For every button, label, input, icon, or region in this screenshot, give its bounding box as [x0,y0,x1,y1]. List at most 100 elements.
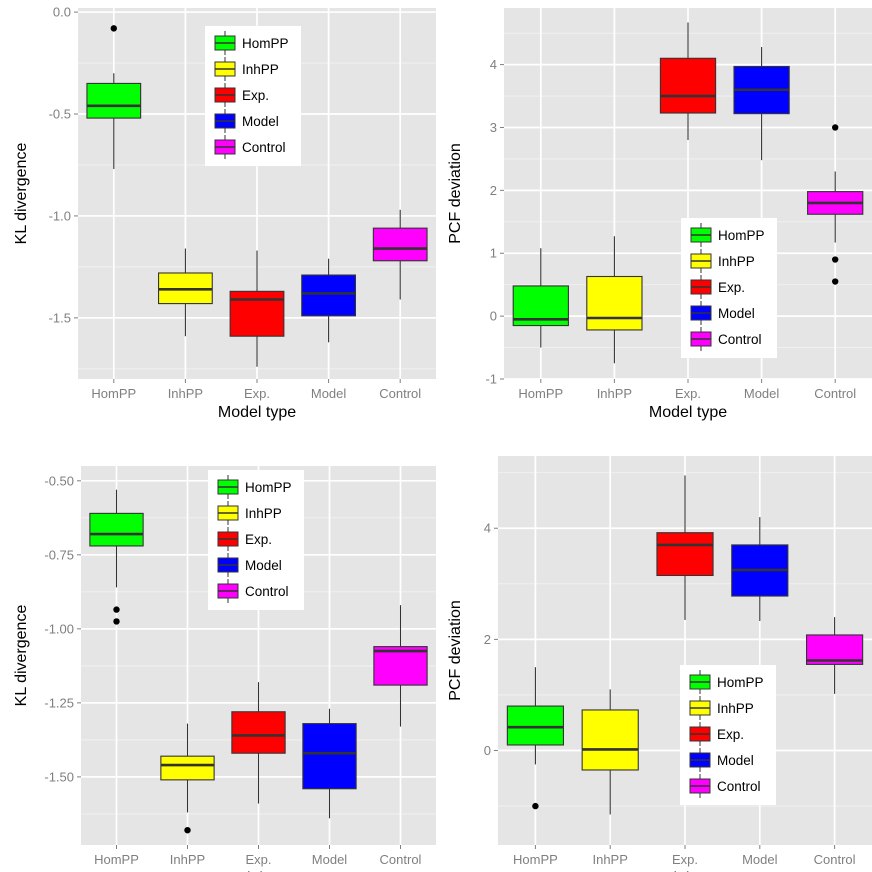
boxplot-model [301,258,357,343]
y-tick-label: -1.50 [44,769,74,784]
box-exp [229,290,285,337]
legend-item-inhpp: InhPP [217,501,282,525]
legend: HomPP InhPP Exp. Model Control [205,26,301,166]
legend-label: HomPP [245,480,292,495]
y-tick-label: 4 [484,521,491,536]
box-control [372,227,428,262]
legend-label: Exp. [242,88,269,103]
outlier-point [832,124,839,131]
x-tick-label-control: Control [814,386,856,401]
boxplot-model [733,46,790,161]
x-tick-label-model: Model [744,386,780,401]
boxplot-inhpp [158,248,213,337]
legend-label: Model [245,558,282,573]
y-tick-label: 4 [490,57,497,72]
x-tick-label-control: Control [380,852,422,867]
x-axis-title: Model type [218,404,296,421]
legend-item-hompp: HomPP [217,475,292,499]
y-tick-label: 2 [490,183,497,198]
legend: HomPP InhPP Exp. Model Control [680,665,776,805]
x-axis-title: Model type [649,404,727,421]
legend-item-exp: Exp. [214,83,269,107]
legend-item-exp: Exp. [217,527,272,551]
boxplot-exp [231,682,286,804]
x-tick-label-model: Model [312,852,348,867]
x-tick-label-inhpp: InhPP [592,852,627,867]
y-tick-label: -0.75 [44,547,74,562]
legend-label: InhPP [718,254,755,269]
legend: HomPP InhPP Exp. Model Control [208,470,304,610]
y-axis-title: KL divergence [13,605,30,707]
legend-item-model: Model [690,301,755,325]
legend-label: Control [718,332,762,347]
x-tick-label-model: Model [311,386,347,401]
x-tick-label-inhpp: InhPP [168,386,203,401]
y-tick-label: 0 [484,743,491,758]
legend-item-exp: Exp. [690,275,745,299]
y-tick-label: -0.50 [44,473,74,488]
box-exp [659,57,717,114]
legend-label: InhPP [245,506,282,521]
boxplot-control [807,124,864,285]
legend-label: Control [717,779,761,794]
boxplot-hompp [512,248,569,348]
legend-label: Control [242,140,286,155]
box-hompp [86,82,142,119]
legend-item-inhpp: InhPP [690,249,755,273]
x-tick-label-hompp: HomPP [94,852,139,867]
boxplot-hompp [89,489,144,625]
chart-svg: 4 2 0 HomPP InhPP Exp. Model Control Model type P… [447,456,872,872]
y-tick-label: -1.25 [44,695,74,710]
boxplot-control [805,617,864,694]
boxplot-model [302,708,357,819]
x-tick-label-model: Model [742,852,778,867]
y-tick-label: 3 [490,120,497,135]
boxplot-model [731,517,789,622]
y-tick-label: -1.00 [44,621,74,636]
y-axis-title: PCF deviation [447,600,464,701]
legend-label: Exp. [245,532,272,547]
boxplot-exp [229,250,285,367]
legend-label: Control [245,584,289,599]
y-tick-label: -0.5 [49,107,71,122]
kl-divergence-chart-bottom-left: -0.50 -0.75 -1.00 -1.25 -1.50 HomPP InhPP Exp. M… [0,436,436,872]
box-inhpp [586,275,643,331]
box-model [302,723,357,790]
outlier-point [113,606,120,613]
pcf-deviation-chart-top-right: 4 3 2 1 0 -1 HomPP InhPP Exp. Model Control Model t… [436,0,872,436]
boxplot-hompp [86,25,142,170]
legend-item-hompp: HomPP [690,223,765,247]
x-tick-label-inhpp: InhPP [170,852,205,867]
chart-svg: 0.0 -0.5 -1.0 -1.5 HomPP InhPP Exp. Model Contro… [13,5,436,421]
x-tick-label-inhpp: InhPP [597,386,632,401]
chart-svg: 4 3 2 1 0 -1 HomPP InhPP Exp. Model Control Model t… [447,8,872,421]
x-tick-label-exp: Exp. [675,386,701,401]
outlier-point [532,802,539,810]
y-tick-label: -1 [485,372,497,387]
x-tick-label-control: Control [379,386,421,401]
x-axis-title: Model type [646,870,724,872]
boxplot-hompp [506,667,564,810]
legend-label: Model [717,753,754,768]
outlier-point [832,256,839,263]
legend-label: HomPP [242,36,289,51]
legend-item-model: Model [689,748,754,772]
y-axis-title: PCF deviation [447,143,464,244]
outlier-point [184,826,191,834]
legend-item-control: Control [689,774,761,798]
x-tick-label-hompp: HomPP [518,386,563,401]
outlier-point [832,278,839,285]
x-tick-label-hompp: HomPP [91,386,136,401]
legend-item-model: Model [214,109,279,133]
kl-divergence-chart-top-left: 0.0 -0.5 -1.0 -1.5 HomPP InhPP Exp. Model Contro… [0,0,436,436]
x-tick-label-control: Control [814,852,856,867]
legend-item-control: Control [217,579,289,603]
legend-label: HomPP [717,675,764,690]
y-axis-title: KL divergence [13,143,30,245]
pcf-deviation-chart-bottom-right: 4 2 0 HomPP InhPP Exp. Model Control Model type P… [436,436,872,872]
legend-item-control: Control [214,135,286,159]
x-tick-label-exp: Exp. [672,852,698,867]
legend-label: HomPP [718,228,765,243]
legend-label: Model [242,114,279,129]
